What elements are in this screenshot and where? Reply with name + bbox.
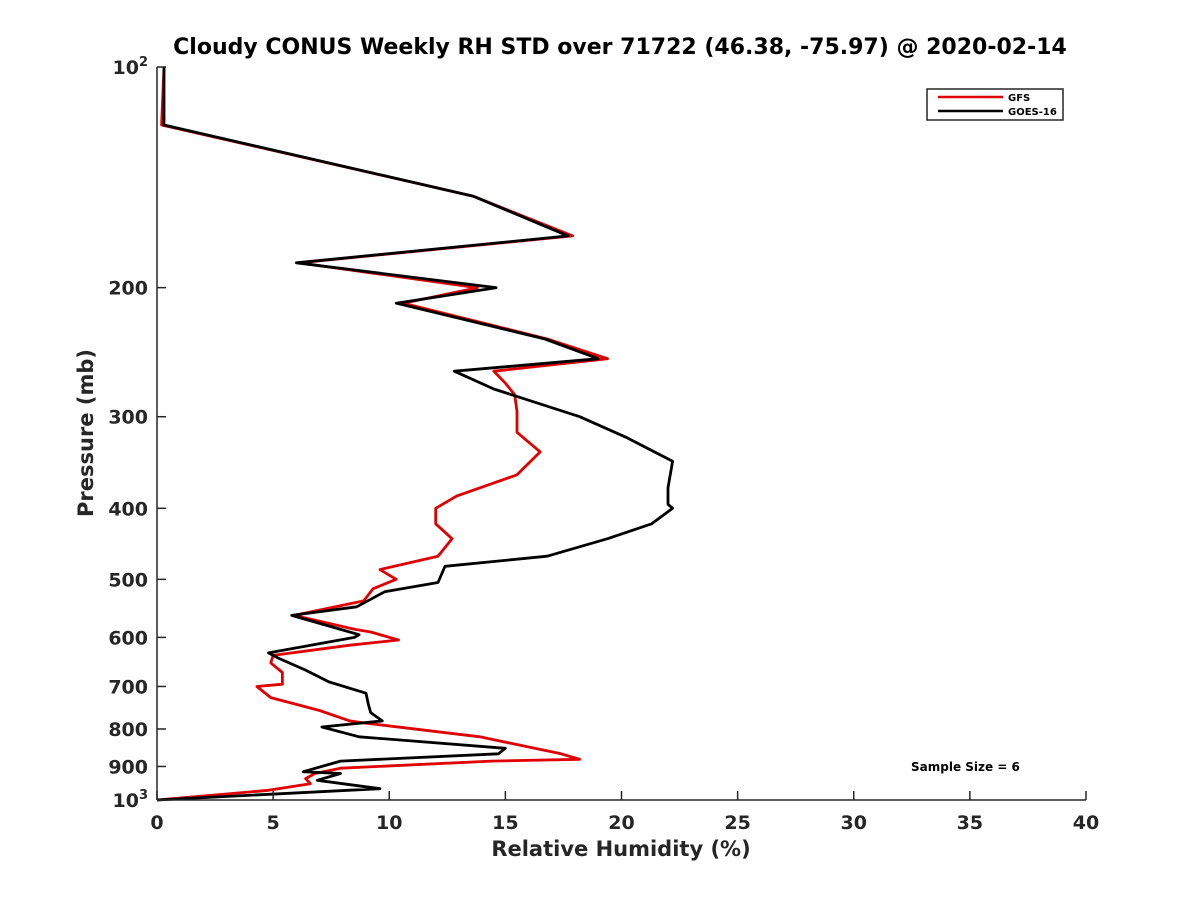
x-tick-label: 15 — [492, 812, 518, 834]
y-axis-ticks: 102 200 300 400 500 600 700 800 900 103 — [108, 55, 166, 812]
x-tick-label: 25 — [724, 812, 750, 834]
y-tick-label: 300 — [108, 407, 148, 429]
x-tick-label: 30 — [841, 812, 867, 834]
legend-box — [926, 88, 1064, 121]
x-tick-label: 0 — [150, 812, 163, 834]
y-tick-label: 800 — [108, 719, 148, 741]
y-tick-label: 200 — [108, 278, 148, 300]
series-line-gfs — [156, 66, 609, 802]
y-tick-label: 900 — [108, 756, 148, 778]
x-axis-label: Relative Humidity (%) — [491, 837, 750, 861]
y-tick-label: 102 — [113, 55, 149, 79]
y-tick-label: 400 — [108, 498, 148, 520]
x-tick-label: 40 — [1073, 812, 1099, 834]
x-tick-label: 35 — [957, 812, 983, 834]
series-line-goes16 — [156, 67, 674, 802]
x-tick-label: 10 — [376, 812, 402, 834]
y-tick-label: 500 — [108, 569, 148, 591]
plot-area — [157, 67, 1086, 800]
x-axis-ticks: 0 5 10 15 20 25 30 35 40 — [150, 791, 1099, 834]
x-tick-label: 20 — [608, 812, 634, 834]
y-tick-label: 103 — [113, 788, 149, 812]
y-tick-label: 600 — [108, 627, 148, 649]
legend-label-goes16: GOES-16 — [1008, 107, 1057, 118]
series-layer — [156, 66, 674, 802]
chart-title: Cloudy CONUS Weekly RH STD over 71722 (4… — [173, 35, 1067, 60]
x-tick-label: 5 — [267, 812, 280, 834]
legend-label-gfs: GFS — [1008, 93, 1030, 104]
y-tick-label: 700 — [108, 676, 148, 698]
y-axis-label: Pressure (mb) — [74, 349, 98, 517]
legend: GFS GOES-16 — [926, 88, 1064, 121]
sample-size-annotation: Sample Size = 6 — [911, 760, 1020, 774]
